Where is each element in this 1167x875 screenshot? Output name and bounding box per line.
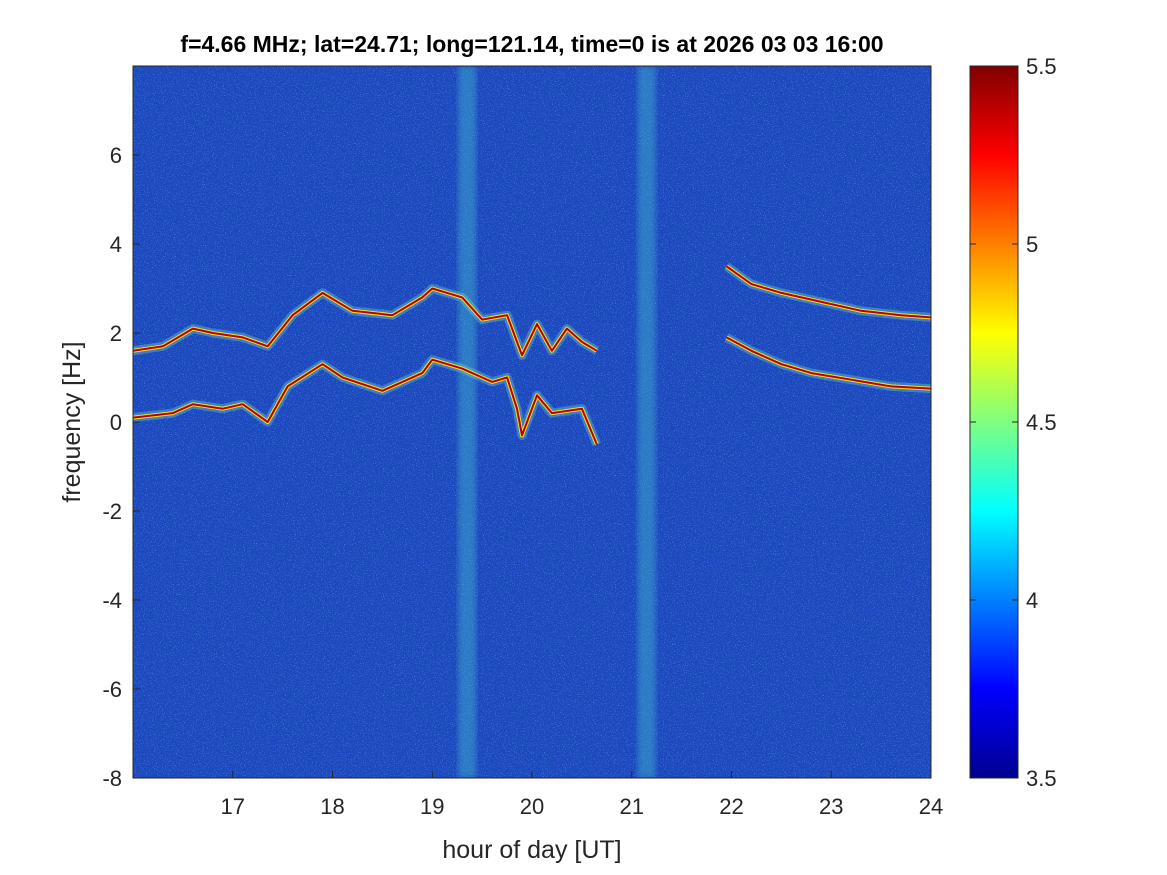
trace-line: [725, 265, 931, 319]
x-tick-label: 19: [420, 794, 444, 819]
colorbar-tick-label: 5: [1026, 232, 1038, 257]
y-tick-label: 0: [110, 410, 122, 435]
x-tick-label: 24: [919, 794, 943, 819]
trace-line: [726, 336, 931, 390]
y-tick-label: -6: [102, 677, 122, 702]
x-axis: 17 18 19 20 21 22 23 24: [221, 771, 943, 819]
y-tick-label: -4: [102, 588, 122, 613]
x-tick-label: 23: [819, 794, 843, 819]
trace-line: [133, 287, 598, 357]
colorbar-tick-label: 4.5: [1026, 410, 1057, 435]
x-tick-label: 20: [520, 794, 544, 819]
vertical-interference-band: [458, 66, 477, 778]
x-tick-label: 18: [320, 794, 344, 819]
chart-title: f=4.66 MHz; lat=24.71; long=121.14, time…: [180, 31, 883, 57]
y-axis: -8 -6 -4 -2 0 2 4 6: [102, 143, 140, 791]
x-tick-label: 21: [620, 794, 644, 819]
plot-area: [132, 65, 932, 779]
y-tick-label: -2: [102, 499, 122, 524]
x-tick-label: 22: [719, 794, 743, 819]
colorbar-tick-label: 4: [1026, 588, 1038, 613]
colorbar-gradient: [969, 65, 1019, 779]
y-axis-label: frequency [Hz]: [58, 341, 86, 502]
vertical-interference-band: [637, 66, 656, 778]
colorbar-tick-label: 5.5: [1026, 54, 1057, 79]
y-tick-label: 4: [110, 232, 122, 257]
x-axis-label: hour of day [UT]: [442, 836, 621, 864]
trace-line: [133, 358, 598, 445]
y-tick-label: 6: [110, 143, 122, 168]
y-tick-label: 2: [110, 321, 122, 346]
colorbar: 3.5 4 4.5 5 5.5: [969, 54, 1057, 791]
noise-texture: [133, 66, 931, 778]
colorbar-tick-label: 3.5: [1026, 766, 1057, 791]
x-tick-label: 17: [221, 794, 245, 819]
y-tick-label: -8: [102, 766, 122, 791]
